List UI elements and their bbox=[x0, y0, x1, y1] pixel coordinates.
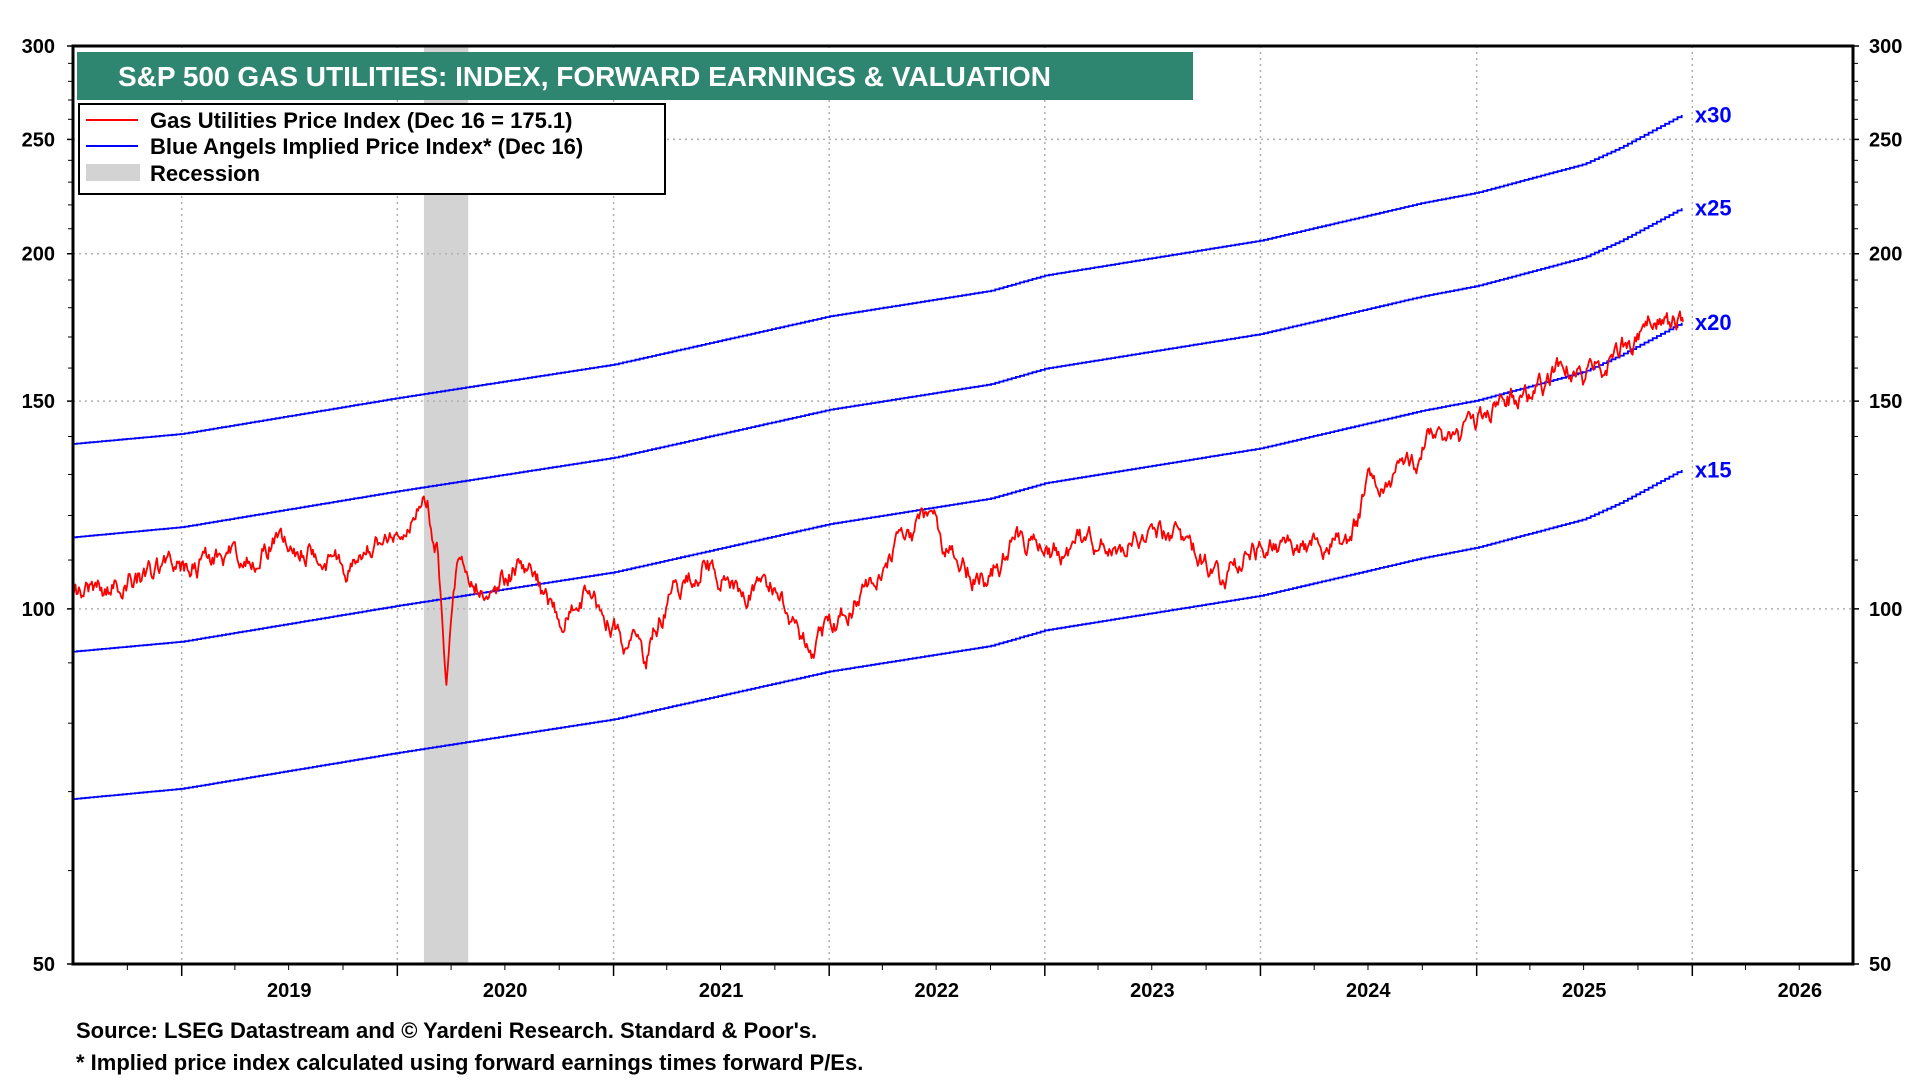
y-tick-label-right-250: 250 bbox=[1869, 129, 1902, 151]
series-line-x25 bbox=[73, 208, 1683, 539]
plot-frame bbox=[71, 44, 1855, 966]
multiple-label-x20: x20 bbox=[1695, 310, 1732, 335]
multiple-labels: x30 x25 x20 x15 bbox=[1695, 102, 1732, 482]
x-year-label-2025: 2025 bbox=[1562, 980, 1607, 1002]
y-tick-label-left-50: 50 bbox=[33, 954, 55, 976]
series-line-x20 bbox=[73, 322, 1683, 653]
y-tick-label-left-300: 300 bbox=[22, 36, 55, 58]
legend-label-recession: Recession bbox=[150, 161, 260, 186]
series-line-gas-utilities-price-index bbox=[72, 310, 1684, 686]
chart-title-box: S&P 500 GAS UTILITIES: INDEX, FORWARD EA… bbox=[77, 52, 1193, 100]
x-year-label-2023: 2023 bbox=[1130, 980, 1175, 1002]
chart-title: S&P 500 GAS UTILITIES: INDEX, FORWARD EA… bbox=[118, 61, 1051, 92]
y-tick-label-right-200: 200 bbox=[1869, 244, 1902, 266]
y-tick-label-left-150: 150 bbox=[22, 391, 55, 413]
x-year-label-2022: 2022 bbox=[914, 980, 959, 1002]
source-note: Source: LSEG Datastream and © Yardeni Re… bbox=[76, 1018, 818, 1043]
y-tick-label-right-100: 100 bbox=[1869, 599, 1902, 621]
y-tick-label-left-200: 200 bbox=[22, 244, 55, 266]
y-tick-label-right-150: 150 bbox=[1869, 391, 1902, 413]
gridlines bbox=[73, 46, 1853, 964]
x-year-label-2020: 2020 bbox=[483, 980, 528, 1002]
series-line-x30 bbox=[73, 115, 1683, 445]
series-line-x15 bbox=[73, 470, 1683, 800]
legend-label-blue-angels: Blue Angels Implied Price Index* (Dec 16… bbox=[150, 134, 583, 159]
x-year-label-2021: 2021 bbox=[699, 980, 744, 1002]
multiple-label-x15: x15 bbox=[1695, 457, 1732, 482]
x-year-label-2026: 2026 bbox=[1778, 980, 1823, 1002]
implied-price-note: * Implied price index calculated using f… bbox=[76, 1050, 864, 1075]
legend-swatch-recession bbox=[86, 164, 140, 181]
y-tick-label-right-50: 50 bbox=[1869, 954, 1891, 976]
recession-band bbox=[423, 46, 469, 964]
y-tick-label-left-250: 250 bbox=[22, 129, 55, 151]
recession-band-layer bbox=[423, 46, 469, 964]
multiple-label-x30: x30 bbox=[1695, 102, 1732, 127]
y-tick-label-right-300: 300 bbox=[1869, 36, 1902, 58]
series-lines bbox=[72, 115, 1684, 800]
x-year-label-2024: 2024 bbox=[1346, 980, 1391, 1002]
x-year-label-2019: 2019 bbox=[267, 980, 312, 1002]
multiple-label-x25: x25 bbox=[1695, 196, 1732, 221]
y-tick-label-left-100: 100 bbox=[22, 599, 55, 621]
legend-label-price-index: Gas Utilities Price Index (Dec 16 = 175.… bbox=[150, 108, 573, 133]
axes: 50 50 100 100 150 150 200 200 250 250 300 300 2019 20… bbox=[22, 36, 1903, 1002]
legend: Gas Utilities Price Index (Dec 16 = 175.… bbox=[78, 103, 666, 195]
